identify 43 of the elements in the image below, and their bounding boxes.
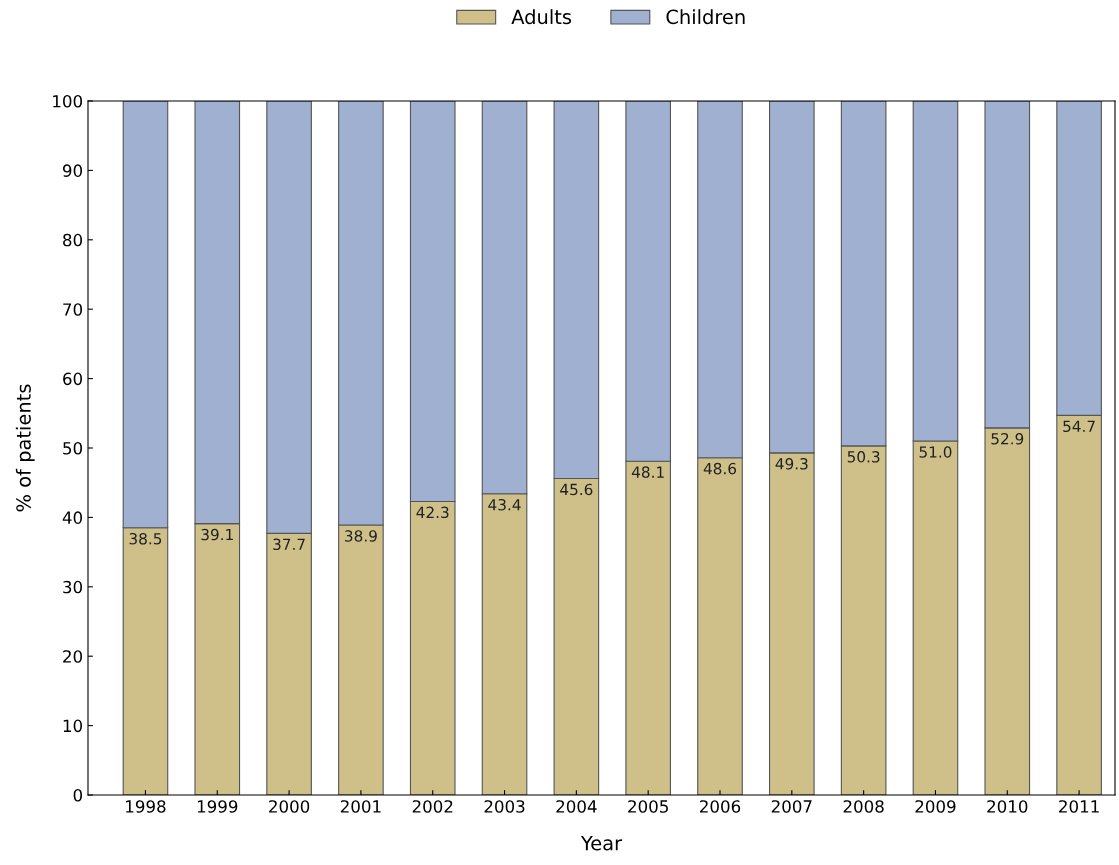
x-tick-label: 2010	[987, 800, 1028, 813]
data-label: 48.1	[631, 466, 664, 478]
data-label: 42.3	[416, 506, 449, 519]
x-tick-label: 2011	[1059, 800, 1099, 813]
data-label: 50.3	[847, 451, 880, 463]
data-label: 52.9	[991, 433, 1024, 445]
data-label: 49.3	[775, 457, 808, 470]
x-tick-label: 2005	[628, 800, 668, 813]
x-tick-label: 2009	[915, 800, 956, 813]
y-tick-label: 10	[63, 719, 83, 733]
y-tick-label: 100	[53, 94, 83, 108]
data-label: 54.7	[1063, 420, 1095, 433]
x-axis-title: Year	[580, 836, 623, 851]
y-tick-label: 60	[63, 372, 83, 386]
x-tick-label: 2002	[412, 800, 453, 813]
x-tick-label: 2006	[700, 800, 741, 813]
y-axis-title: % of patients	[15, 384, 35, 512]
x-tick-label: 2003	[484, 800, 525, 813]
data-label: 38.5	[129, 532, 162, 545]
y-tick-label: 0	[73, 788, 83, 802]
legend-label: Children	[666, 9, 745, 25]
data-label: 48.6	[703, 462, 737, 475]
y-tick-label: 40	[62, 511, 83, 524]
x-tick-label: 2007	[771, 800, 812, 813]
legend-label: Adults	[511, 9, 572, 25]
x-tick-label: 2000	[269, 800, 310, 813]
y-tick-label: 20	[63, 650, 83, 663]
y-tick-label: 30	[63, 580, 83, 594]
data-label: 37.7	[273, 538, 305, 551]
y-tick-label: 80	[63, 233, 83, 247]
x-tick-label: 1998	[126, 800, 166, 813]
data-label: 39.1	[201, 528, 233, 541]
data-label: 38.9	[345, 530, 377, 542]
x-tick-label: 2008	[843, 800, 884, 813]
x-tick-label: 2001	[340, 800, 381, 813]
data-label: 45.6	[560, 483, 593, 496]
y-tick-label: 50	[63, 441, 83, 455]
data-label: 51.0	[919, 446, 952, 458]
x-tick-label: 2004	[556, 800, 597, 813]
data-label: 43.4	[488, 498, 521, 511]
y-tick-label: 90	[62, 164, 83, 177]
y-tick-label: 70	[63, 303, 83, 316]
x-tick-label: 1999	[197, 800, 238, 813]
